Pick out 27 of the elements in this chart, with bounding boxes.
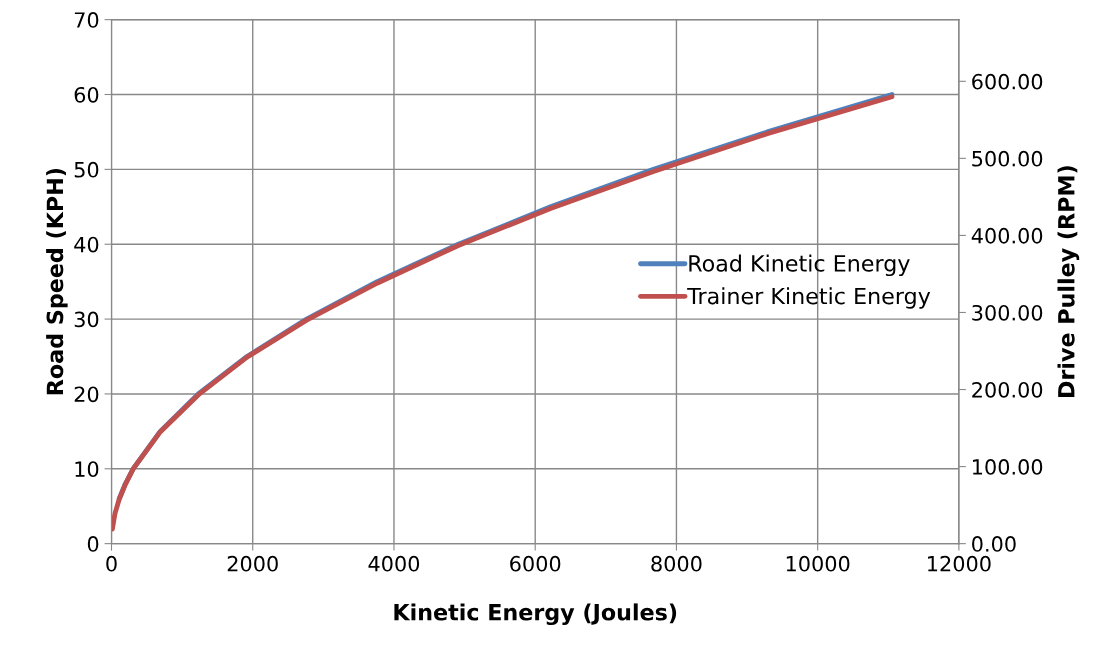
y-tick-label: 40	[74, 236, 99, 253]
y-tick-label: 70	[74, 12, 99, 28]
y2-tick-label: 300.00	[972, 304, 1043, 321]
y-tick-label: 50	[74, 161, 99, 178]
y-tick-label: 20	[74, 386, 99, 403]
x-tick-label: 10000	[786, 555, 850, 572]
y2-tick-label: 500.00	[972, 150, 1043, 167]
legend-label: Road Kinetic Energy	[689, 254, 910, 277]
y2-tick-label: 200.00	[972, 381, 1043, 398]
y2-tick-label: 100.00	[972, 459, 1043, 475]
y-tick-label: 30	[74, 311, 99, 328]
y-tick-label: 60	[74, 86, 99, 103]
legend-label: Trainer Kinetic Energy	[687, 287, 931, 309]
x-axis-title: Kinetic Energy (Joules)	[394, 603, 677, 626]
x-tick-label: 0	[106, 555, 117, 572]
y-tick-label: 10	[75, 461, 99, 477]
y-axis-title: Road Speed (KPH)	[46, 168, 68, 395]
x-tick-label: 8000	[651, 555, 702, 572]
y2-axis-title: Drive Pulley (RPM)	[1057, 166, 1080, 397]
x-tick-label: 2000	[227, 555, 278, 572]
x-tick-label: 6000	[510, 555, 561, 572]
x-tick-label: 4000	[368, 555, 420, 572]
y2-tick-label: 0.00	[972, 536, 1016, 552]
y2-tick-label: 400.00	[971, 227, 1043, 244]
y-tick-label: 0	[87, 536, 99, 552]
y2-tick-label: 600.00	[972, 73, 1043, 90]
x-tick-label: 12000	[928, 555, 991, 572]
